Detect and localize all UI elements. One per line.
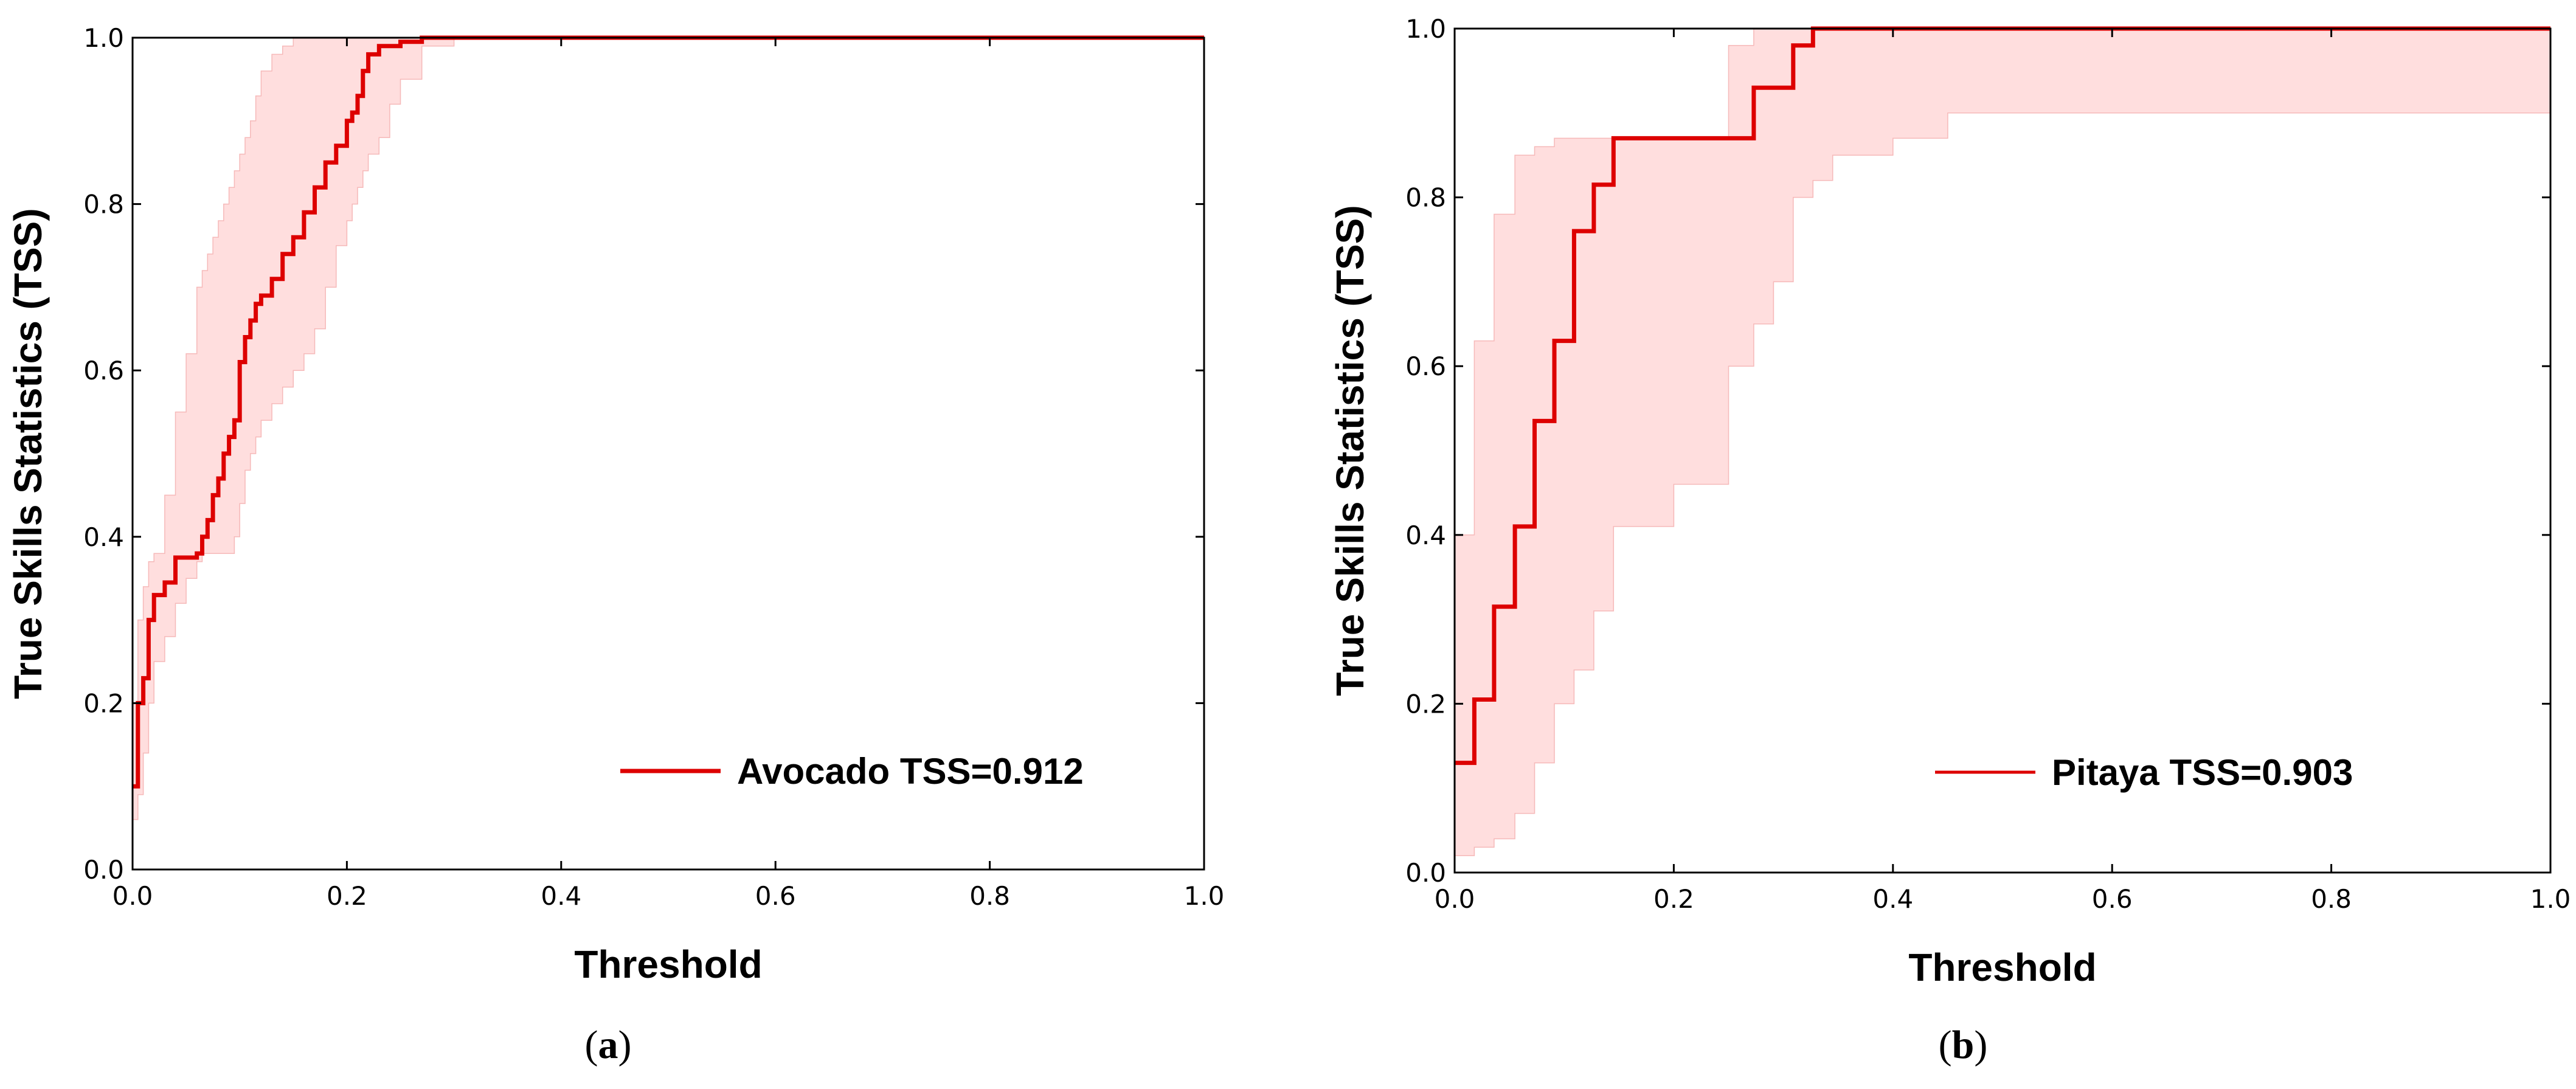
y-tick-label: 0.6 bbox=[1405, 351, 1446, 381]
x-tick-label: 0.4 bbox=[541, 881, 581, 911]
y-tick-label: 0.8 bbox=[1405, 183, 1446, 213]
x-tick-label: 1.0 bbox=[1184, 881, 1225, 911]
series-line bbox=[1455, 26, 2550, 766]
caption-paren-close: ) bbox=[1974, 1023, 1987, 1067]
x-tick-label: 0.2 bbox=[327, 881, 367, 911]
y-tick-label: 0.0 bbox=[1405, 858, 1446, 888]
x-axis-label: Threshold bbox=[1908, 946, 2096, 989]
confidence-band bbox=[132, 37, 1204, 820]
y-tick-label: 1.0 bbox=[83, 23, 124, 53]
x-tick-label: 0.2 bbox=[1653, 884, 1694, 914]
x-axis-label: Threshold bbox=[574, 942, 762, 986]
y-tick-label: 0.4 bbox=[1405, 520, 1446, 550]
y-tick-label: 1.0 bbox=[1405, 14, 1446, 44]
legend: Avocado TSS=0.912 bbox=[620, 751, 1084, 792]
y-tick-label: 0.4 bbox=[83, 522, 124, 552]
caption-letter: a bbox=[598, 1023, 618, 1067]
panel-caption: (a) bbox=[585, 1023, 632, 1067]
y-tick-label: 0.8 bbox=[83, 190, 124, 220]
x-tick-label: 0.0 bbox=[113, 881, 153, 911]
axis-ticks: 0.0 0.2 0.4 0.6 0.8 1.0 0.0 0.2 0.4 0.6 0.8 1.0 bbox=[1405, 14, 2571, 914]
y-tick-label: 0.6 bbox=[83, 356, 124, 385]
legend-entry: Pitaya TSS=0.903 bbox=[2052, 752, 2353, 793]
x-tick-label: 0.0 bbox=[1435, 884, 1475, 914]
y-tick-label: 0.2 bbox=[83, 688, 124, 718]
caption-paren-close: ) bbox=[618, 1023, 632, 1067]
y-axis-label: True Skills Statistics (TSS) bbox=[1328, 205, 1372, 696]
x-tick-label: 1.0 bbox=[2530, 884, 2571, 914]
y-axis-label: True Skills Statistics (TSS) bbox=[6, 208, 50, 699]
series-line bbox=[133, 35, 1204, 789]
y-tick-label: 0.2 bbox=[1405, 689, 1446, 719]
panel-b: 0.0 0.2 0.4 0.6 0.8 1.0 0.0 0.2 0.4 0.6 0.8 1.0 Thr… bbox=[1328, 14, 2571, 1067]
confidence-band bbox=[1454, 28, 2551, 856]
panel-caption: (b) bbox=[1939, 1023, 1988, 1067]
plot-frame bbox=[1453, 27, 2552, 874]
caption-paren-open: ( bbox=[585, 1023, 598, 1067]
x-tick-label: 0.6 bbox=[2092, 884, 2133, 914]
legend-entry: Avocado TSS=0.912 bbox=[737, 751, 1084, 792]
caption-letter: b bbox=[1952, 1023, 1975, 1067]
legend: Pitaya TSS=0.903 bbox=[1935, 752, 2353, 793]
axis-ticks: 0.0 0.2 0.4 0.6 0.8 1.0 0.0 0.2 0.4 0.6 0.8 1.0 bbox=[83, 23, 1224, 911]
panel-a: 0.0 0.2 0.4 0.6 0.8 1.0 0.0 0.2 0.4 0.6 0.8 1.0 Thr… bbox=[6, 23, 1224, 1067]
x-tick-label: 0.8 bbox=[969, 881, 1010, 911]
y-tick-label: 0.0 bbox=[83, 855, 124, 885]
x-tick-label: 0.8 bbox=[2311, 884, 2352, 914]
x-tick-label: 0.6 bbox=[755, 881, 796, 911]
caption-paren-open: ( bbox=[1939, 1023, 1952, 1067]
x-tick-label: 0.4 bbox=[1872, 884, 1913, 914]
plot-frame bbox=[131, 36, 1205, 871]
